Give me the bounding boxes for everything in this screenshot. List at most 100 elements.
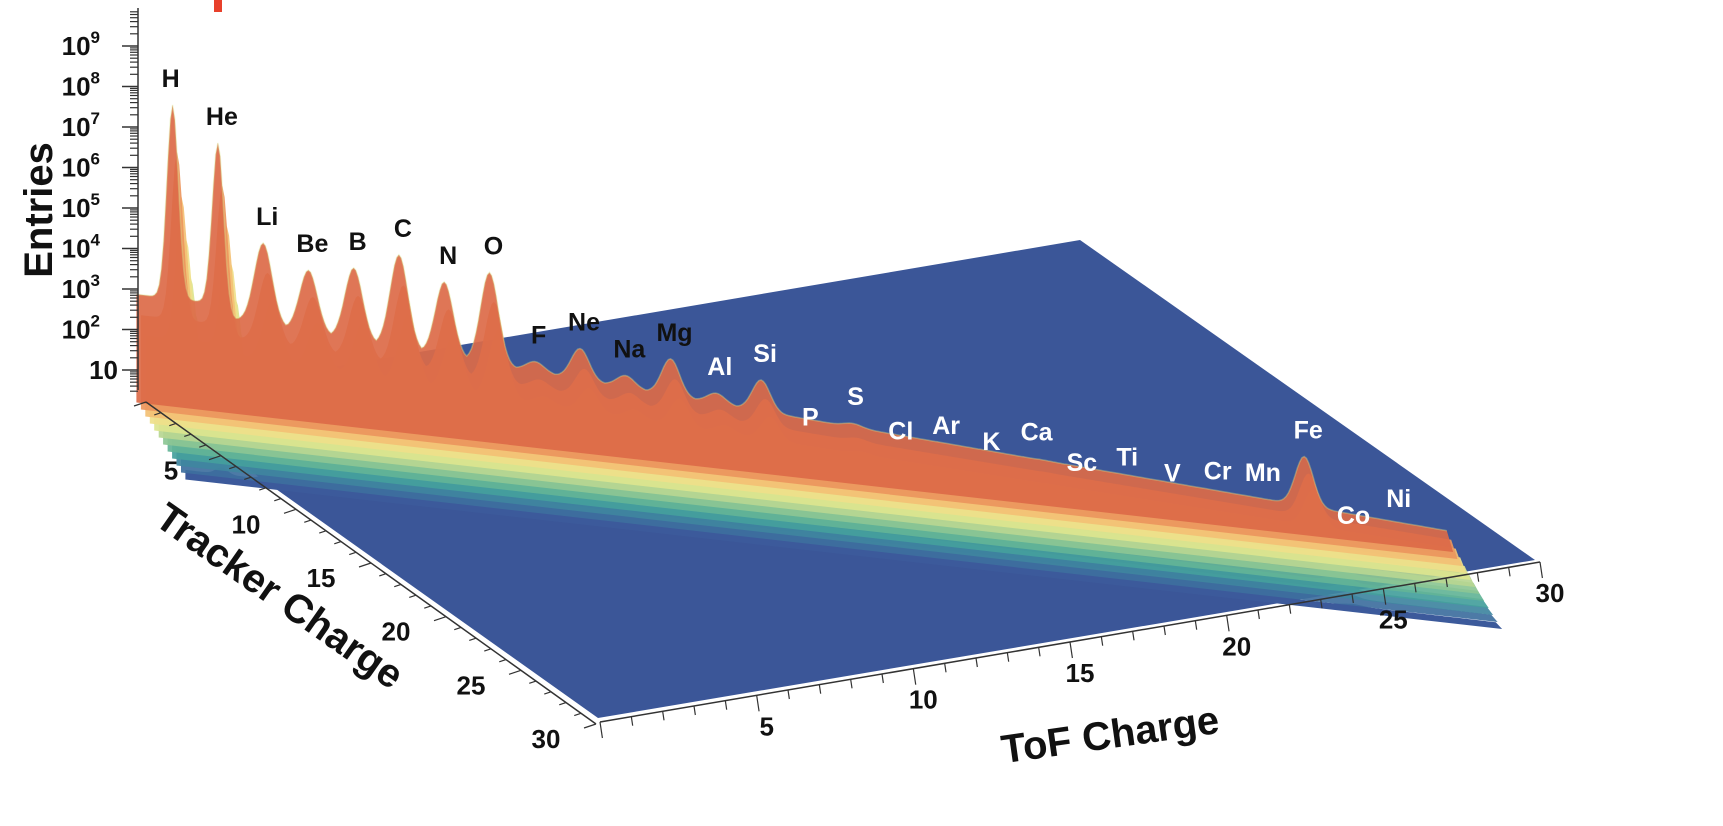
z-tick-exp: 5 [91, 190, 100, 209]
element-label-He: He [206, 103, 238, 131]
y-tick-label: 15 [307, 563, 336, 593]
y-tick [424, 606, 431, 608]
y-tick [319, 531, 326, 533]
x-tick [945, 663, 946, 672]
x-tick-label: 5 [759, 711, 773, 741]
z-tick-exp: 2 [91, 312, 100, 331]
y-tick [274, 499, 281, 501]
element-label-B: B [349, 228, 367, 256]
x-tick [757, 695, 759, 711]
y-tick [469, 638, 476, 640]
x-tick-label: 25 [1379, 605, 1408, 635]
x-tick [788, 690, 789, 699]
x-tick [1164, 626, 1165, 635]
z-tick-exp: 8 [91, 69, 100, 88]
element-label-Mg: Mg [656, 319, 692, 347]
x-tick [663, 711, 664, 720]
z-tick-label: 10 [89, 355, 118, 385]
x-tick-label: 30 [1536, 578, 1565, 608]
y-tick [394, 584, 401, 586]
y-tick [349, 552, 356, 554]
z-tick-exp: 7 [91, 109, 100, 128]
x-tick [1258, 610, 1259, 619]
element-label-P: P [802, 404, 819, 432]
element-label-Ni: Ni [1386, 485, 1411, 513]
element-label-Ar: Ar [932, 412, 960, 440]
z-tick-base: 10 [62, 315, 91, 345]
x-tick [725, 701, 726, 710]
z-tick-base: 10 [89, 355, 118, 385]
x-tick [1101, 637, 1102, 646]
element-label-Ne: Ne [568, 308, 600, 336]
element-label-Al: Al [707, 353, 732, 381]
z-tick-label: 108 [62, 69, 100, 102]
z-tick-exp: 4 [91, 231, 101, 250]
element-label-N: N [439, 242, 457, 270]
y-tick [379, 574, 386, 576]
x-tick [1477, 573, 1478, 582]
z-tick-base: 10 [62, 193, 91, 223]
element-label-S: S [847, 383, 864, 411]
x-tick [819, 685, 820, 694]
z-tick-base: 10 [62, 274, 91, 304]
element-label-O: O [484, 232, 503, 260]
element-label-K: K [982, 428, 1000, 456]
element-label-H: H [162, 65, 180, 93]
y-tick [359, 563, 371, 567]
x-tick [1509, 567, 1510, 576]
y-tick [499, 660, 506, 662]
y-tick [304, 520, 311, 522]
element-label-Cl: Cl [888, 418, 913, 446]
element-label-Co: Co [1337, 502, 1370, 530]
element-label-V: V [1164, 460, 1181, 488]
x-tick-label: 20 [1222, 631, 1251, 661]
y-tick [284, 509, 296, 513]
y-tick [559, 703, 566, 705]
z-tick-label: 104 [62, 231, 101, 264]
z-tick-label: 102 [62, 312, 100, 345]
x-tick [694, 706, 695, 715]
x-tick [1133, 631, 1134, 640]
element-label-Be: Be [296, 230, 328, 258]
element-label-Cr: Cr [1204, 457, 1232, 485]
x-tick [882, 674, 883, 683]
element-label-Na: Na [613, 336, 646, 364]
z-tick-label: 106 [62, 150, 100, 183]
x-tick [1227, 615, 1229, 631]
z-tick-base: 10 [62, 153, 91, 183]
element-label-Ti: Ti [1116, 443, 1138, 471]
y-tick-label: 10 [232, 509, 261, 539]
z-tick-label: 103 [62, 271, 100, 304]
x-tick [1289, 605, 1290, 614]
z-tick-label: 107 [62, 109, 100, 142]
element-label-F: F [531, 322, 546, 350]
element-label-Mn: Mn [1245, 459, 1281, 487]
element-label-Sc: Sc [1067, 449, 1098, 477]
x-tick-label: 10 [909, 685, 938, 715]
x-tick [1070, 642, 1072, 658]
y-tick [409, 595, 416, 597]
x-axis-title: ToF Charge [999, 698, 1222, 772]
element-label-Fe: Fe [1294, 417, 1323, 445]
z-tick-exp: 6 [91, 150, 100, 169]
y-tick [574, 713, 581, 715]
y-tick [434, 617, 446, 621]
y-tick [454, 627, 461, 629]
x-tick [976, 658, 977, 667]
z-tick-base: 10 [62, 112, 91, 142]
x-tick [1007, 653, 1008, 662]
z-axis-title: Entries [17, 142, 61, 278]
z-tick-exp: 3 [91, 271, 100, 290]
y-tick-label: 5 [164, 456, 178, 486]
y-tick [544, 692, 551, 694]
z-tick-label: 109 [62, 28, 100, 61]
z-tick-base: 10 [62, 72, 91, 102]
y-tick [334, 542, 341, 544]
z-tick-base: 10 [62, 31, 91, 61]
z-tick-base: 10 [62, 234, 91, 264]
y-tick [529, 681, 536, 683]
y-tick-label: 20 [382, 617, 411, 647]
y-tick [484, 649, 491, 651]
